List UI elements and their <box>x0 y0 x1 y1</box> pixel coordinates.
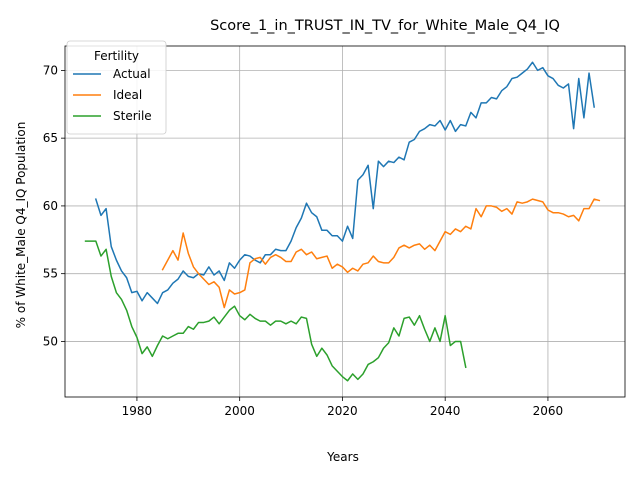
y-tick-label: 65 <box>43 131 58 145</box>
chart-title: Score_1_in_TRUST_IN_TV_for_White_Male_Q4… <box>210 18 560 34</box>
x-tick-label: 2060 <box>533 404 564 418</box>
x-tick-label: 2040 <box>430 404 461 418</box>
x-tick-label: 2000 <box>224 404 255 418</box>
x-tick-label: 1980 <box>122 404 153 418</box>
y-axis-label: % of White_Male Q4_IQ Population <box>14 122 28 329</box>
legend-label-ideal: Ideal <box>113 88 142 102</box>
legend-label-sterile: Sterile <box>113 109 152 123</box>
legend-title: Fertility <box>94 49 139 63</box>
y-tick-label: 70 <box>43 63 58 77</box>
y-tick-label: 55 <box>43 267 58 281</box>
y-tick-label: 50 <box>43 334 58 348</box>
x-tick-label: 2020 <box>327 404 358 418</box>
y-tick-label: 60 <box>43 199 58 213</box>
legend: Fertility Actual Ideal Sterile <box>67 41 166 134</box>
legend-label-actual: Actual <box>113 67 151 81</box>
x-axis-label: Years <box>326 450 359 464</box>
